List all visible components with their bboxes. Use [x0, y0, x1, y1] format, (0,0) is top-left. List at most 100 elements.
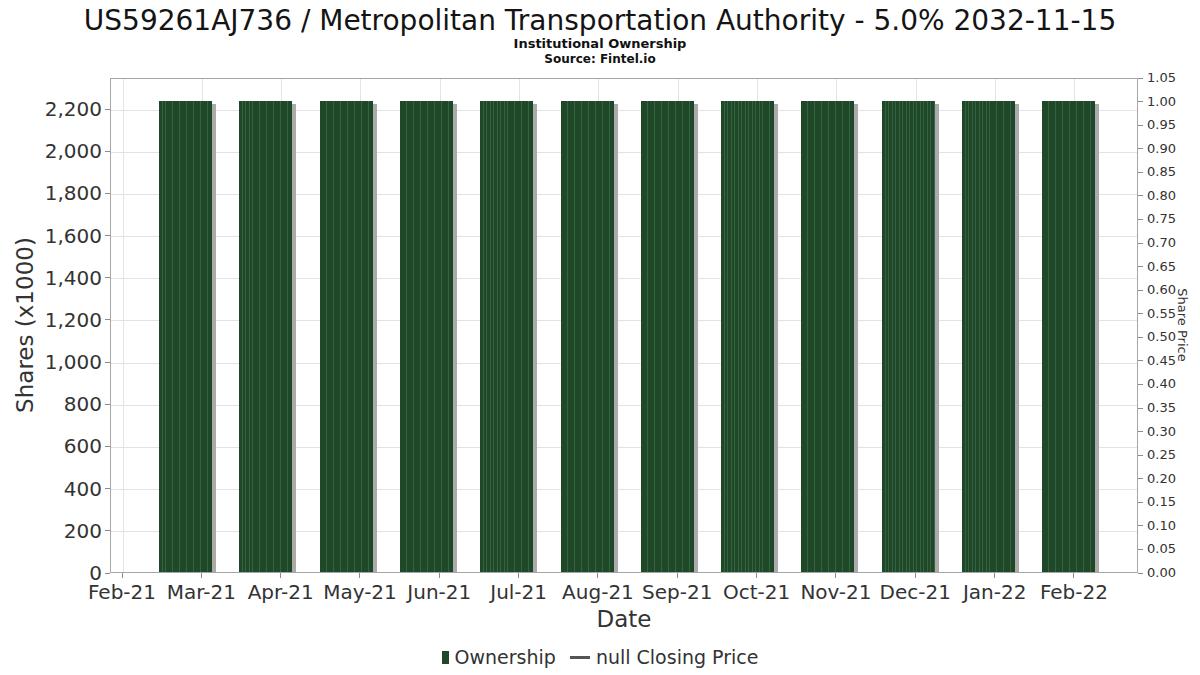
right-axis-tick-mark — [1138, 384, 1143, 385]
right-axis-tick-label: 0.70 — [1147, 235, 1187, 251]
x-axis-tick-label: Sep-21 — [632, 580, 722, 604]
left-axis-tick-label: 2,200 — [34, 96, 102, 122]
x-axis-tick-label: Feb-22 — [1029, 580, 1119, 604]
legend-label-closing-price: null Closing Price — [596, 646, 759, 668]
x-axis-tick-label: Dec-21 — [870, 580, 960, 604]
ownership-bar[interactable] — [1042, 101, 1095, 574]
right-axis-tick-label: 0.25 — [1147, 447, 1187, 463]
left-axis-tick-label: 400 — [34, 476, 102, 502]
left-axis-tick-label: 1,800 — [34, 180, 102, 206]
x-axis-tick-mark — [1073, 573, 1074, 578]
right-axis-tick-mark — [1138, 337, 1143, 338]
right-axis-tick-label: 0.35 — [1147, 400, 1187, 416]
right-axis-tick-label: 1.00 — [1147, 94, 1187, 110]
left-axis-tick-mark — [105, 362, 110, 363]
x-axis-tick-label: Jul-21 — [474, 580, 564, 604]
ownership-bar[interactable] — [159, 101, 212, 574]
right-axis-tick-mark — [1138, 549, 1143, 550]
right-axis-title: Share Price — [1175, 288, 1190, 361]
ownership-bar[interactable] — [320, 101, 373, 574]
x-axis-tick-mark — [915, 573, 916, 578]
left-axis-tick-mark — [105, 277, 110, 278]
right-axis-tick-mark — [1138, 78, 1143, 79]
left-axis-tick-mark — [105, 193, 110, 194]
x-axis-title: Date — [110, 606, 1138, 632]
right-axis-tick-label: 0.90 — [1147, 141, 1187, 157]
left-axis-tick-mark — [105, 109, 110, 110]
x-axis-tick-label: Mar-21 — [156, 580, 246, 604]
right-axis-tick-mark — [1138, 431, 1143, 432]
right-axis-tick-mark — [1138, 573, 1143, 574]
right-axis-tick-mark — [1138, 502, 1143, 503]
right-axis-tick-label: 0.40 — [1147, 376, 1187, 392]
ownership-bar[interactable] — [561, 101, 614, 574]
x-axis-tick-mark — [122, 573, 123, 578]
left-axis-tick-mark — [105, 530, 110, 531]
right-axis-tick-mark — [1138, 525, 1143, 526]
right-axis-tick-mark — [1138, 478, 1143, 479]
ownership-bar[interactable] — [962, 101, 1015, 574]
right-axis-tick-label: 0.60 — [1147, 282, 1187, 298]
right-axis-tick-mark — [1138, 455, 1143, 456]
ownership-bar[interactable] — [239, 101, 292, 574]
gridline-vertical — [123, 79, 124, 573]
x-axis-tick-label: Feb-21 — [77, 580, 167, 604]
x-axis-tick-label: Apr-21 — [236, 580, 326, 604]
ownership-bar[interactable] — [882, 101, 935, 574]
right-axis-tick-mark — [1138, 360, 1143, 361]
left-axis-tick-label: 2,000 — [34, 138, 102, 164]
chart-legend: Ownership null Closing Price — [0, 646, 1200, 668]
right-axis-tick-mark — [1138, 148, 1143, 149]
right-axis-tick-label: 0.50 — [1147, 329, 1187, 345]
legend-item-ownership[interactable]: Ownership — [442, 646, 556, 668]
plot-area — [110, 78, 1138, 573]
right-axis-tick-label: 0.85 — [1147, 164, 1187, 180]
x-axis-tick-label: Jan-22 — [950, 580, 1040, 604]
left-axis-tick-mark — [105, 446, 110, 447]
legend-label-ownership: Ownership — [455, 646, 556, 668]
ownership-bar[interactable] — [400, 101, 453, 574]
right-axis-tick-mark — [1138, 172, 1143, 173]
x-axis-tick-mark — [518, 573, 519, 578]
right-axis-tick-mark — [1138, 266, 1143, 267]
right-axis-tick-label: 1.05 — [1147, 70, 1187, 86]
right-axis-tick-mark — [1138, 243, 1143, 244]
chart-title: US59261AJ736 / Metropolitan Transportati… — [0, 4, 1200, 37]
left-axis-tick-mark — [105, 404, 110, 405]
ownership-chart-figure: US59261AJ736 / Metropolitan Transportati… — [0, 0, 1200, 675]
left-axis-tick-label: 200 — [34, 518, 102, 544]
left-axis-tick-label: 1,200 — [34, 307, 102, 333]
x-axis-tick-mark — [597, 573, 598, 578]
right-axis-tick-label: 0.80 — [1147, 188, 1187, 204]
x-axis-tick-label: Aug-21 — [553, 580, 643, 604]
ownership-bar[interactable] — [721, 101, 774, 574]
right-axis-tick-mark — [1138, 313, 1143, 314]
right-axis-tick-mark — [1138, 408, 1143, 409]
right-axis-tick-label: 0.30 — [1147, 424, 1187, 440]
x-axis-tick-label: Jun-21 — [394, 580, 484, 604]
right-axis-tick-mark — [1138, 125, 1143, 126]
ownership-bar[interactable] — [801, 101, 854, 574]
right-axis-tick-label: 0.10 — [1147, 518, 1187, 534]
x-axis-tick-mark — [835, 573, 836, 578]
x-axis-tick-label: Nov-21 — [791, 580, 881, 604]
right-axis-tick-mark — [1138, 195, 1143, 196]
right-axis-tick-label: 0.65 — [1147, 259, 1187, 275]
right-axis-tick-mark — [1138, 290, 1143, 291]
chart-source: Source: Fintel.io — [0, 52, 1200, 66]
right-axis-tick-label: 0.95 — [1147, 117, 1187, 133]
right-axis-tick-label: 0.00 — [1147, 565, 1187, 581]
left-axis-tick-label: 1,000 — [34, 349, 102, 375]
legend-item-closing-price[interactable]: null Closing Price — [570, 646, 759, 668]
price-line-icon — [570, 656, 590, 659]
chart-subtitle: Institutional Ownership — [0, 36, 1200, 51]
x-axis-tick-label: May-21 — [315, 580, 405, 604]
right-axis-tick-label: 0.05 — [1147, 541, 1187, 557]
ownership-bar[interactable] — [480, 101, 533, 574]
ownership-bar[interactable] — [641, 101, 694, 574]
left-axis-tick-mark — [105, 573, 110, 574]
x-axis-tick-mark — [994, 573, 995, 578]
ownership-square-icon — [442, 651, 449, 664]
left-axis-tick-label: 600 — [34, 433, 102, 459]
x-axis-tick-mark — [201, 573, 202, 578]
